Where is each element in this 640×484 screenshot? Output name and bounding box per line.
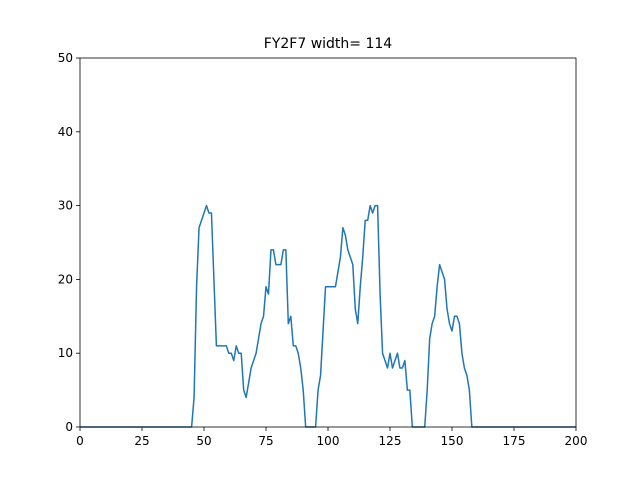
y-tick-label: 10 (58, 346, 73, 360)
x-tick-label: 125 (379, 434, 402, 448)
x-tick-label: 175 (503, 434, 526, 448)
y-tick-label: 20 (58, 272, 73, 286)
chart-title: FY2F7 width= 114 (264, 36, 393, 52)
x-tick-label: 200 (565, 434, 588, 448)
y-tick-label: 40 (58, 125, 73, 139)
x-tick-label: 150 (441, 434, 464, 448)
y-tick-label: 50 (58, 51, 73, 65)
y-tick-label: 0 (65, 420, 73, 434)
data-line (80, 204, 576, 428)
x-tick-label: 75 (258, 434, 273, 448)
x-tick-label: 25 (134, 434, 149, 448)
plot-frame (79, 57, 577, 428)
x-tick-label: 0 (76, 434, 84, 448)
x-tick-label: 100 (317, 434, 340, 448)
x-tick-label: 50 (196, 434, 211, 448)
y-tick-label: 30 (58, 199, 73, 213)
